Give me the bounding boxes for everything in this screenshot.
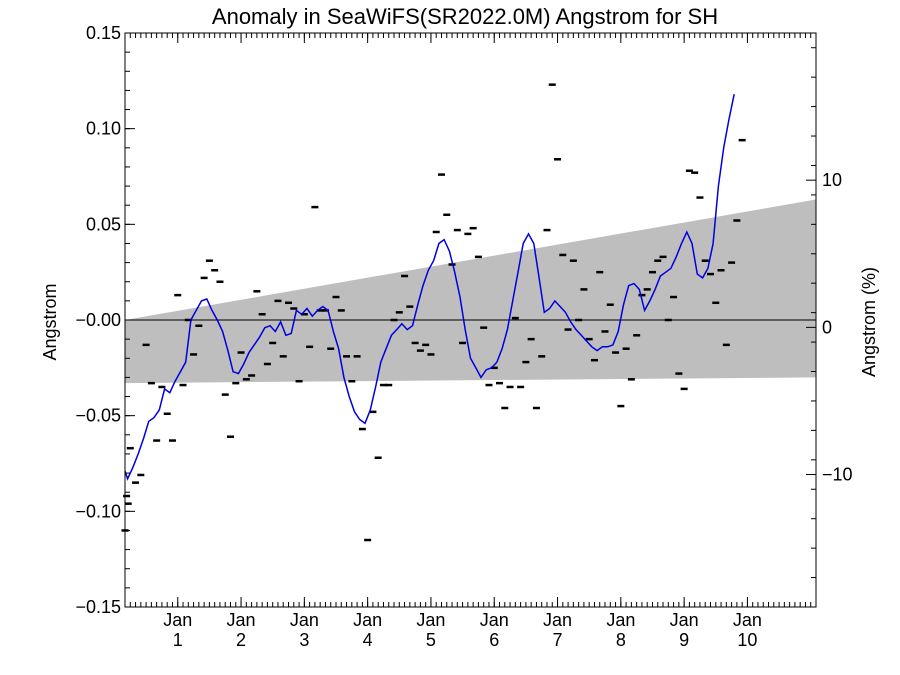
x-tick-label-month-6: Jan xyxy=(543,610,572,630)
x-tick-label-month-2: Jan xyxy=(290,610,319,630)
y-tick-label-left-4: 0.05 xyxy=(86,214,121,234)
x-tick-label-year-9: 10 xyxy=(737,630,757,650)
y-tick-label-left-1: −0.10 xyxy=(75,501,121,521)
x-tick-label-month-0: Jan xyxy=(163,610,192,630)
y-tick-label-left-0: −0.15 xyxy=(75,597,121,617)
smoothed-series-line xyxy=(124,94,735,481)
x-tick-label-month-8: Jan xyxy=(670,610,699,630)
uncertainty-band-layer xyxy=(125,199,816,384)
x-tick-label-month-4: Jan xyxy=(416,610,445,630)
x-tick-label-year-3: 4 xyxy=(363,630,373,650)
x-tick-label-month-9: Jan xyxy=(733,610,762,630)
uncertainty-band xyxy=(125,199,816,384)
x-tick-label-year-2: 3 xyxy=(299,630,309,650)
x-tick-label-year-7: 8 xyxy=(616,630,626,650)
x-tick-label-year-5: 6 xyxy=(489,630,499,650)
axes-layer: −0.15−0.10−0.05−0.000.050.100.15−10010Ja… xyxy=(75,23,852,650)
x-tick-label-month-5: Jan xyxy=(480,610,509,630)
x-tick-label-month-7: Jan xyxy=(606,610,635,630)
x-tick-label-month-1: Jan xyxy=(227,610,256,630)
x-tick-label-year-8: 9 xyxy=(679,630,689,650)
chart-title: Anomaly in SeaWiFS(SR2022.0M) Angstrom f… xyxy=(212,4,718,29)
y-axis-title-left: Angstrom xyxy=(40,283,60,360)
x-tick-label-year-4: 5 xyxy=(426,630,436,650)
y-tick-label-left-2: −0.05 xyxy=(75,406,121,426)
y-tick-label-left-3: −0.00 xyxy=(75,310,121,330)
y-tick-label-left-5: 0.10 xyxy=(86,119,121,139)
y-tick-label-left-6: 0.15 xyxy=(86,23,121,43)
y-tick-label-right-0: −10 xyxy=(822,465,853,485)
y-tick-label-right-2: 10 xyxy=(822,170,842,190)
x-tick-label-year-0: 1 xyxy=(173,630,183,650)
y-axis-title-right: Angstrom (%) xyxy=(859,267,879,377)
x-tick-label-year-6: 7 xyxy=(553,630,563,650)
smoothed-anomaly-line-layer xyxy=(124,94,735,481)
x-tick-label-year-1: 2 xyxy=(236,630,246,650)
x-tick-label-month-3: Jan xyxy=(353,610,382,630)
y-tick-label-right-1: 0 xyxy=(822,317,832,337)
